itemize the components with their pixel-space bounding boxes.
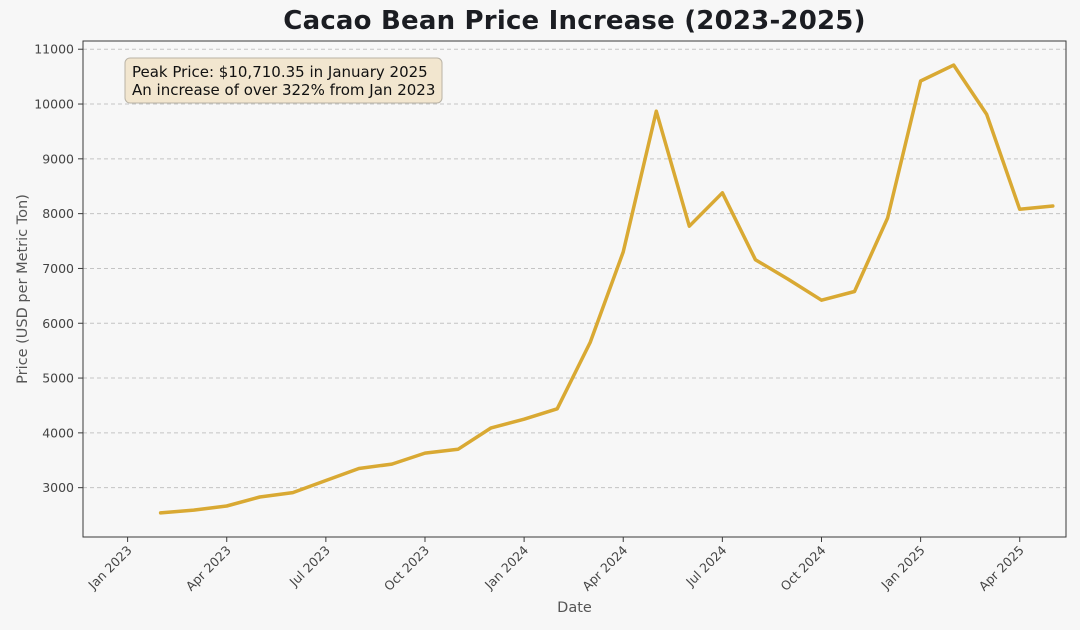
- y-tick-label: 11000: [34, 42, 74, 57]
- plot-frame: [82, 40, 1067, 538]
- y-tick-label: 7000: [42, 261, 74, 276]
- y-axis: 3000 4000 5000 6000 7000 8000 9000 10000 11000: [34, 42, 83, 495]
- x-tick-label: Jul 2024: [682, 542, 729, 589]
- x-tick-label: Oct 2023: [381, 543, 432, 594]
- plot-area: [83, 41, 1066, 537]
- peak-annotation: Peak Price: $10,710.35 in January 2025An…: [124, 57, 443, 104]
- annotation-text: An increase of over 322% from Jan 2023: [132, 81, 435, 99]
- chart-title: Cacao Bean Price Increase (2023-2025): [283, 6, 866, 36]
- y-tick-label: 8000: [42, 206, 74, 221]
- x-tick-label: Jan 2024: [481, 542, 531, 592]
- x-tick-label: Jul 2023: [286, 543, 333, 590]
- x-tick-label: Apr 2023: [183, 543, 234, 594]
- y-tick-label: 5000: [42, 371, 74, 386]
- y-tick-label: 4000: [42, 425, 74, 440]
- x-tick-label: Oct 2024: [777, 542, 828, 593]
- y-tick-label: 9000: [42, 151, 74, 166]
- y-axis-label: Price (USD per Metric Ton): [15, 194, 31, 384]
- series-layer: [158, 63, 1055, 515]
- x-tick-label: Apr 2025: [976, 543, 1027, 594]
- x-axis-label: Date: [557, 600, 592, 616]
- annotation-text: Peak Price: $10,710.35 in January 2025: [132, 63, 428, 81]
- x-tick-label: Jan 2025: [877, 543, 927, 593]
- y-tick-label: 6000: [42, 316, 74, 331]
- y-tick-label: 10000: [34, 97, 74, 112]
- x-tick-label: Jan 2023: [84, 543, 134, 593]
- x-tick-label: Apr 2024: [579, 542, 630, 593]
- annotation-box: [124, 57, 443, 104]
- x-axis: Jan 2023 Apr 2023 Jul 2023 Oct 2023 Jan 2024…: [84, 537, 1027, 594]
- price-line: [158, 63, 1055, 515]
- y-tick-label: 3000: [42, 480, 74, 495]
